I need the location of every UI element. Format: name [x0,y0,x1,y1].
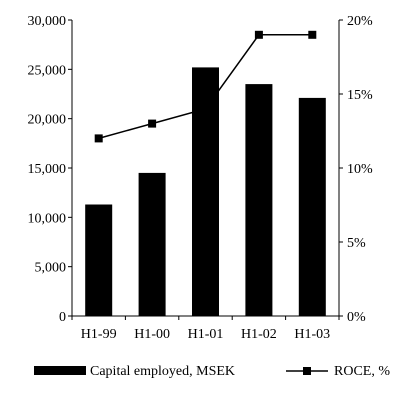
left-tick-label: 10,000 [28,211,67,226]
left-tick-label: 25,000 [28,63,67,78]
bar-h1-99 [85,204,113,316]
bar-h1-00 [138,172,166,316]
legend: Capital employed, MSEK ROCE, % [34,364,390,379]
bar-h1-03 [298,97,326,317]
right-tick-label: 0% [347,310,366,325]
left-tick-label: 0 [59,310,66,325]
line-series [94,30,317,143]
bar-h1-01 [192,67,219,317]
bar-h1-02 [245,84,273,316]
x-tick-label: H1-01 [188,327,224,342]
legend-label-roce: ROCE, % [334,364,390,379]
right-tick-label: 10% [347,162,373,177]
roce-marker-h1-01 [201,104,210,113]
x-axis-ticks: H1-99 H1-00 H1-01 H1-02 H1-03 [71,316,340,342]
right-axis-ticks: 0% 5% 10% 15% 20% [339,14,373,325]
x-tick-label: H1-99 [81,327,117,342]
right-tick-label: 5% [347,236,366,251]
left-axis-ticks: 0 5,000 10,000 15,000 20,000 25,000 30,000 [28,14,72,325]
legend-label-capital-employed: Capital employed, MSEK [90,364,235,379]
left-tick-label: 15,000 [28,162,67,177]
legend-marker-swatch [303,367,311,375]
right-tick-label: 15% [347,88,373,103]
x-tick-label: H1-03 [294,327,330,342]
x-tick-label: H1-00 [134,327,170,342]
roce-marker-h1-99 [94,134,103,143]
roce-marker-h1-00 [148,119,157,128]
left-tick-label: 20,000 [28,113,67,128]
left-tick-label: 30,000 [28,14,67,29]
roce-marker-h1-03 [308,30,317,39]
roce-marker-h1-02 [254,30,263,39]
legend-bar-swatch [34,366,86,375]
left-tick-label: 5,000 [35,261,67,276]
right-tick-label: 20% [347,14,373,29]
x-tick-label: H1-02 [241,327,277,342]
bar-series [85,67,326,317]
